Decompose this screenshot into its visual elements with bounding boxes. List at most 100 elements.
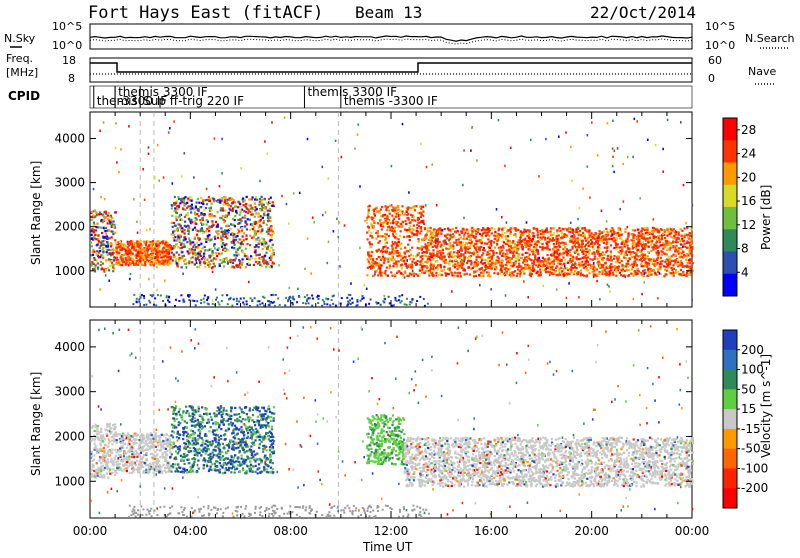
- data-cell: [527, 256, 529, 258]
- data-cell: [107, 254, 109, 256]
- data-cell: [242, 258, 244, 260]
- sparse-cell: [325, 211, 327, 213]
- data-cell: [660, 228, 662, 230]
- data-cell: [192, 246, 194, 248]
- sparse-cell: [266, 242, 268, 244]
- data-cell: [563, 252, 565, 254]
- data-cell: [148, 244, 150, 246]
- data-cell: [680, 252, 682, 254]
- data-cell: [653, 236, 655, 238]
- data-cell: [145, 243, 147, 245]
- data-cell: [201, 229, 203, 231]
- data-cell: [242, 217, 244, 219]
- data-cell: [413, 275, 415, 277]
- data-cell: [233, 247, 235, 249]
- data-cell: [395, 216, 397, 218]
- data-cell: [687, 262, 689, 264]
- data-cell: [670, 267, 672, 269]
- data-cell: [479, 233, 481, 235]
- nave-tick-top: 60: [708, 54, 722, 67]
- data-cell: [626, 245, 628, 247]
- ground-cell: [183, 301, 185, 303]
- data-cell: [608, 259, 610, 261]
- data-cell: [260, 219, 262, 221]
- data-cell: [184, 202, 186, 204]
- data-cell: [150, 257, 152, 259]
- data-cell: [440, 264, 442, 266]
- data-cell: [100, 227, 102, 229]
- data-cell: [550, 234, 552, 236]
- data-cell: [394, 274, 396, 276]
- data-cell: [171, 205, 173, 207]
- data-cell: [500, 246, 502, 248]
- data-cell: [567, 228, 569, 230]
- data-cell: [497, 260, 499, 262]
- ground-cell: [298, 296, 300, 298]
- data-cell: [627, 236, 629, 238]
- data-cell: [208, 230, 210, 232]
- ground-cell: [394, 297, 396, 299]
- sparse-cell: [498, 119, 500, 121]
- data-cell: [606, 258, 608, 260]
- data-cell: [114, 232, 116, 234]
- sparse-cell: [104, 236, 106, 238]
- data-cell: [192, 229, 194, 231]
- sparse-cell: [240, 167, 242, 169]
- data-cell: [650, 273, 652, 275]
- data-cell: [572, 239, 574, 241]
- data-cell: [409, 225, 411, 227]
- data-cell: [265, 260, 267, 262]
- sparse-cell: [312, 217, 314, 219]
- data-cell: [249, 235, 251, 237]
- data-cell: [406, 236, 408, 238]
- data-cell: [144, 264, 146, 266]
- data-cell: [578, 234, 580, 236]
- data-cell: [676, 251, 678, 253]
- data-cell: [237, 248, 239, 250]
- data-cell: [558, 244, 560, 246]
- data-cell: [452, 248, 454, 250]
- data-cell: [563, 268, 565, 270]
- data-cell: [593, 248, 595, 250]
- data-cell: [531, 249, 533, 251]
- sparse-cell: [622, 163, 624, 165]
- data-cell: [217, 224, 219, 226]
- data-cell: [683, 254, 685, 256]
- ground-cell: [262, 302, 264, 304]
- ground-cell: [257, 304, 259, 306]
- data-cell: [106, 251, 108, 253]
- ground-cell: [250, 297, 252, 299]
- data-cell: [554, 251, 556, 253]
- data-cell: [368, 230, 370, 232]
- data-cell: [649, 259, 651, 261]
- data-cell: [625, 257, 627, 259]
- data-cell: [649, 271, 651, 273]
- data-cell: [118, 252, 120, 254]
- data-cell: [206, 262, 208, 264]
- data-cell: [206, 219, 208, 221]
- data-cell: [643, 259, 645, 261]
- data-cell: [400, 230, 402, 232]
- sparse-cell: [520, 236, 522, 238]
- data-cell: [498, 229, 500, 231]
- sparse-cell: [425, 204, 427, 206]
- data-cell: [538, 230, 540, 232]
- data-cell: [157, 256, 159, 258]
- data-cell: [252, 196, 254, 198]
- data-cell: [403, 212, 405, 214]
- ground-cell: [289, 296, 291, 298]
- data-cell: [183, 243, 185, 245]
- sparse-cell: [470, 256, 472, 258]
- sparse-cell: [612, 156, 614, 158]
- data-cell: [116, 257, 118, 259]
- data-cell: [247, 256, 249, 258]
- data-cell: [142, 264, 144, 266]
- ground-cell: [411, 302, 413, 304]
- data-cell: [200, 243, 202, 245]
- sparse-cell: [683, 184, 685, 186]
- data-cell: [532, 267, 534, 269]
- data-cell: [597, 243, 599, 245]
- data-cell: [91, 245, 93, 247]
- data-cell: [141, 256, 143, 258]
- data-cell: [221, 231, 223, 233]
